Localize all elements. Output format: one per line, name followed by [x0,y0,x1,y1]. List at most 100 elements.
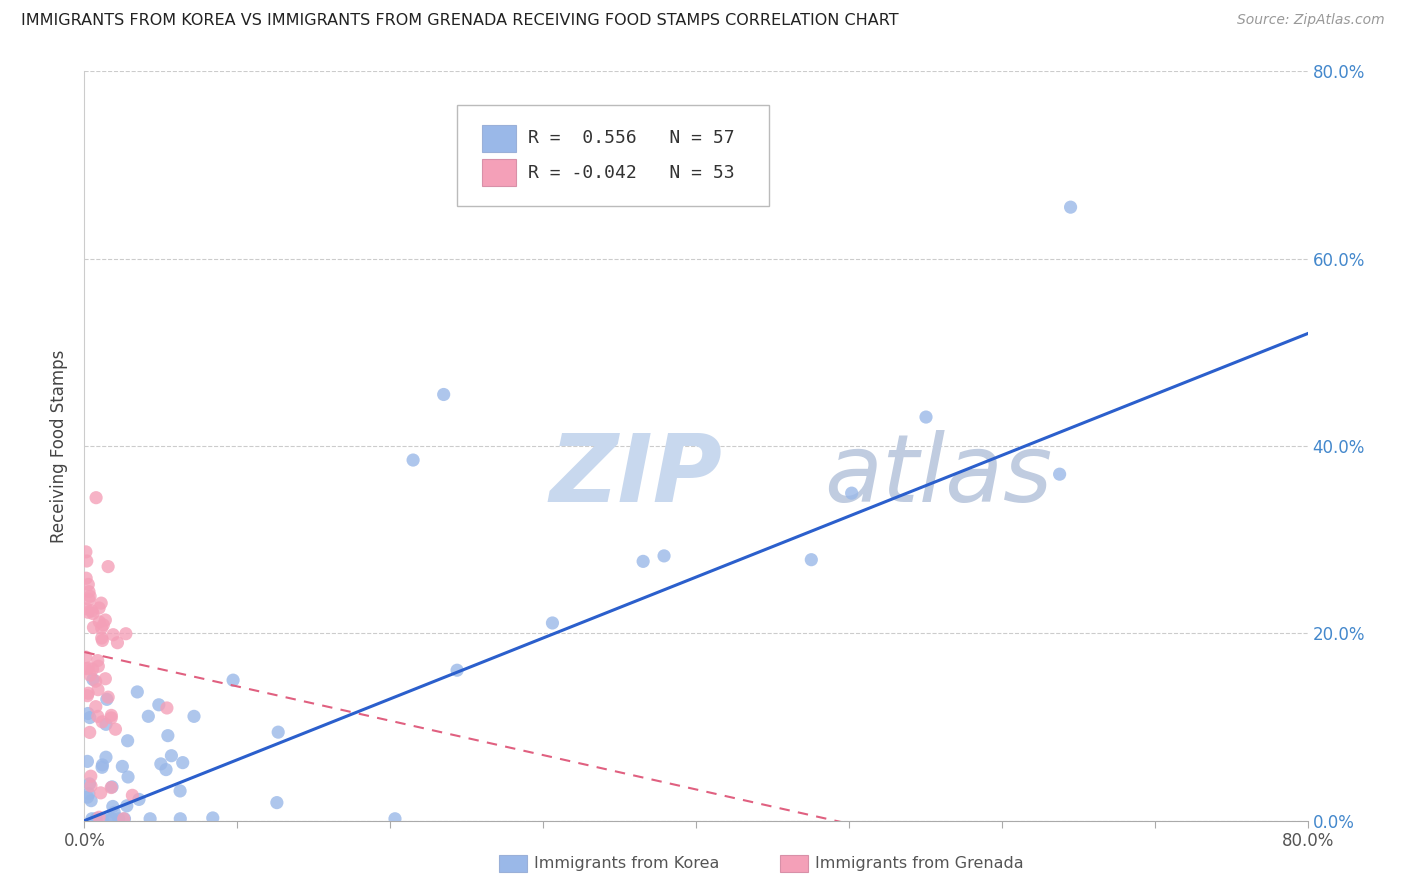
Point [89,615,111,629]
Point [222,673,245,688]
Point [87,682,110,697]
Point [87,810,110,824]
Point [127,685,149,699]
Point [90,596,112,610]
Point [82,673,104,687]
Point [75,662,97,676]
Point [94,672,117,686]
Point [446,663,468,677]
Point [87,659,110,673]
Point [77,661,100,675]
Point [94,613,117,627]
Point [111,759,134,773]
Point [101,812,124,826]
Point [75,545,97,559]
Point [80,794,103,808]
Point [148,698,170,712]
Point [80,769,103,783]
Point [101,628,124,642]
Point [800,552,823,566]
Point [156,701,179,715]
Point [84,812,107,826]
Point [384,812,406,826]
Text: Immigrants from Grenada: Immigrants from Grenada [815,856,1024,871]
Point [94,750,117,764]
Point [79,777,101,791]
Point [79,590,101,604]
Point [77,577,100,591]
Point [107,812,129,826]
Point [91,760,114,774]
Point [631,554,654,568]
Point [97,690,120,705]
Point [79,668,101,682]
Point [1049,467,1071,482]
Point [103,805,125,820]
Point [90,621,112,635]
Text: ZIP: ZIP [550,430,723,522]
Point [76,689,98,703]
Point [115,626,138,640]
Point [541,615,564,630]
Point [652,549,675,563]
Point [91,714,114,729]
Point [77,686,100,700]
Point [80,779,103,793]
Point [77,592,100,607]
Point [112,812,135,826]
Point [76,790,98,805]
Point [104,723,127,737]
Point [77,584,100,599]
Point [82,607,104,621]
Point [75,650,97,665]
Point [77,706,100,721]
Point [101,780,124,794]
Point [117,770,139,784]
Point [87,709,110,723]
Point [169,812,191,826]
Point [201,811,224,825]
FancyBboxPatch shape [457,105,769,206]
Point [160,748,183,763]
Point [915,410,938,425]
Point [128,792,150,806]
Point [115,798,138,813]
Point [84,674,107,689]
Y-axis label: Receiving Food Stamps: Receiving Food Stamps [51,350,69,542]
Point [91,812,114,826]
Text: Source: ZipAtlas.com: Source: ZipAtlas.com [1237,13,1385,28]
Point [155,763,177,777]
Point [149,756,172,771]
Point [75,571,97,585]
Point [91,633,114,648]
Point [97,559,120,574]
Text: IMMIGRANTS FROM KOREA VS IMMIGRANTS FROM GRENADA RECEIVING FOOD STAMPS CORRELATI: IMMIGRANTS FROM KOREA VS IMMIGRANTS FROM… [21,13,898,29]
Point [100,812,122,826]
Point [76,755,98,769]
Point [169,784,191,798]
Point [90,631,112,645]
Text: R =  0.556   N = 57: R = 0.556 N = 57 [529,129,735,147]
Point [94,717,117,731]
Point [114,812,136,826]
Point [90,786,112,800]
Point [1059,200,1081,214]
Point [402,453,425,467]
Bar [482,159,516,186]
Point [82,620,104,634]
Text: atlas: atlas [824,431,1053,522]
Point [121,789,143,803]
Point [139,812,162,826]
Point [841,486,863,500]
Point [84,491,107,505]
Point [86,654,108,668]
Point [100,711,122,725]
Point [136,709,159,723]
Point [91,618,114,632]
Point [172,756,194,770]
Point [266,796,288,810]
Point [183,709,205,723]
Point [100,780,122,795]
Point [76,554,98,568]
Point [77,605,100,619]
